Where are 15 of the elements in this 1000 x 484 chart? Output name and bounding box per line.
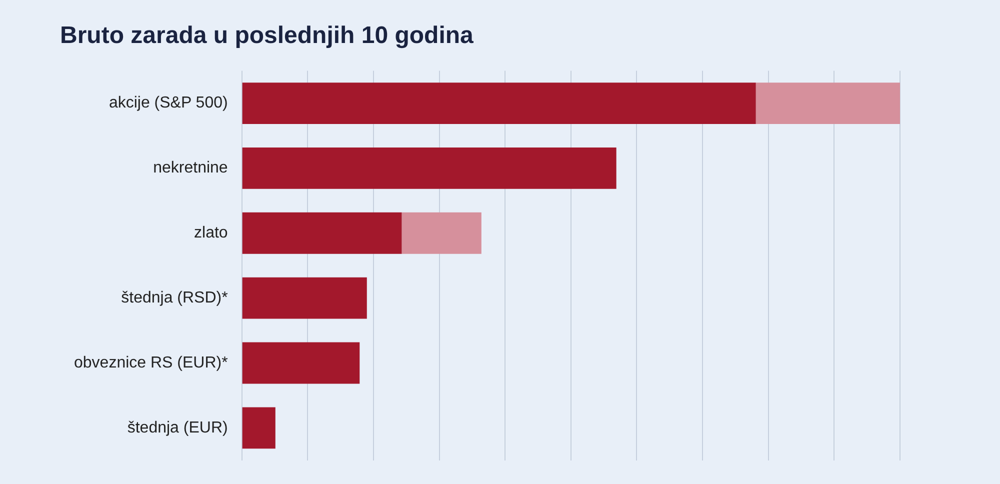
bar [242,407,276,449]
y-tick-label: štednja (EUR) [127,419,228,436]
bar [242,148,616,189]
bar [242,212,402,254]
bar [756,82,900,124]
bar [242,277,367,319]
bar [242,82,756,124]
y-tick-label: štednja (RSD)* [121,289,228,306]
bar [402,212,482,254]
y-tick-label: akcije (S&P 500) [108,94,228,112]
y-tick-label: obveznice RS (EUR)* [74,354,228,372]
bar [242,342,360,384]
chart-title: Bruto zarada u poslednjih 10 godina [60,22,474,50]
y-tick-label: zlato [194,224,228,242]
y-tick-label: nekretnine [153,160,228,177]
